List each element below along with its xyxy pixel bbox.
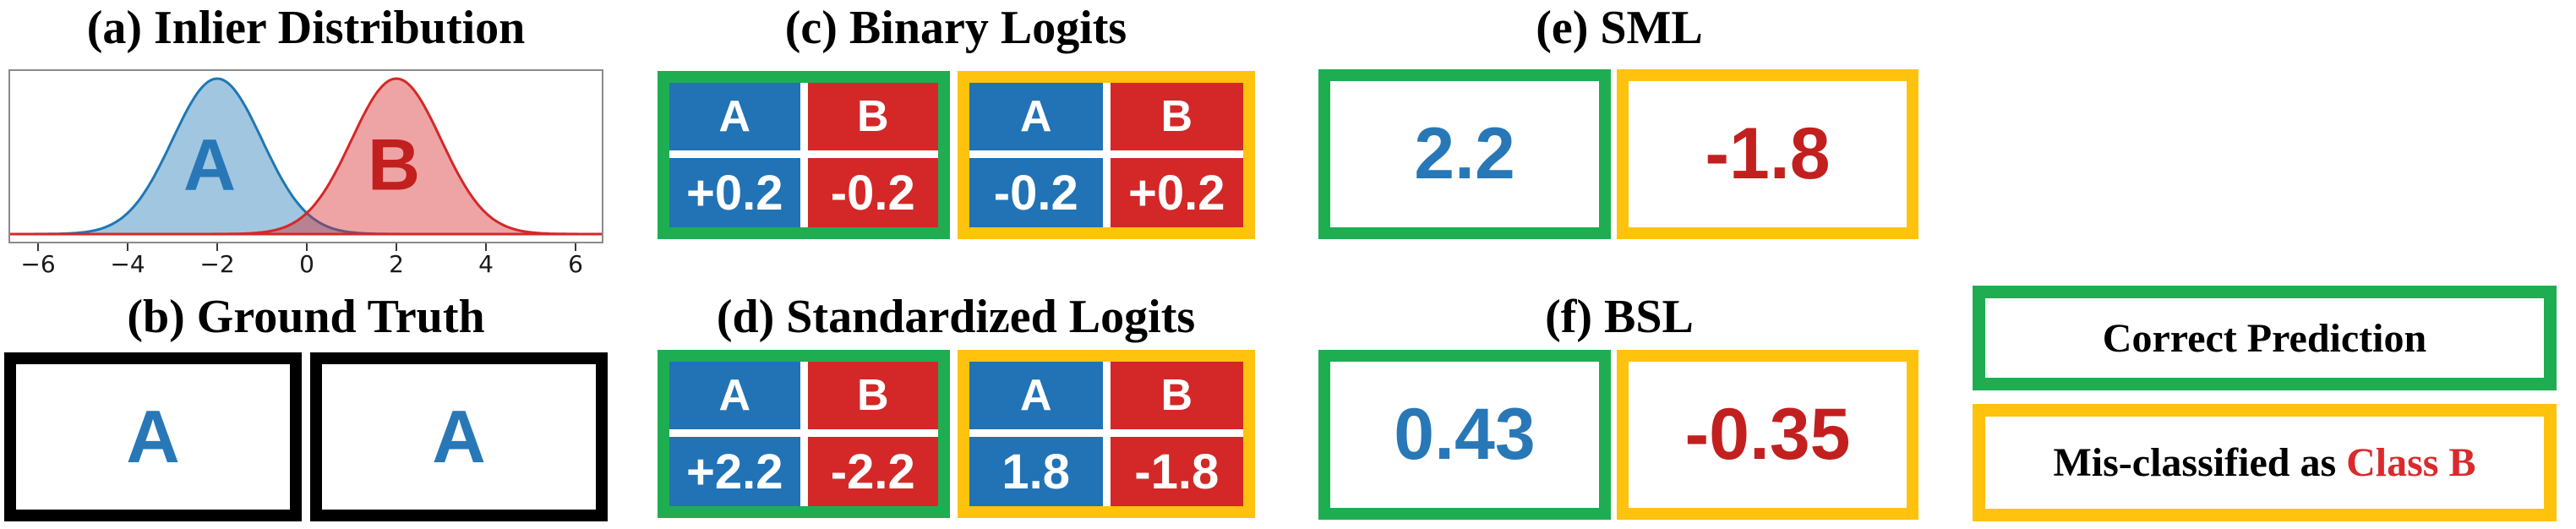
- logit-value-b: -0.2: [807, 158, 938, 227]
- density-curve-B: [10, 77, 602, 236]
- x-tick-label: 0: [299, 250, 314, 278]
- panel-c-title: (c) Binary Logits: [784, 2, 1127, 54]
- x-tick-mark: [575, 243, 576, 251]
- density-curve-A: [10, 77, 602, 236]
- logit-header-a: A: [969, 83, 1103, 150]
- logit-grid: A B 1.8 -1.8: [969, 362, 1243, 506]
- standardized-logits-table-misclassified: A B 1.8 -1.8: [958, 350, 1255, 518]
- panel-a-title: (a) Inlier Distribution: [86, 2, 526, 54]
- logit-value-b: -2.2: [807, 437, 938, 506]
- ground-truth-box-1: A: [4, 352, 302, 521]
- logit-value-a: +0.2: [669, 158, 800, 227]
- panel-e-title: (e) SML: [1536, 2, 1703, 54]
- x-tick-mark: [127, 243, 128, 251]
- x-tick-mark: [37, 243, 39, 251]
- x-tick-mark: [306, 243, 308, 251]
- x-tick-label: −6: [20, 250, 56, 278]
- density-plot-svg: [10, 77, 602, 236]
- x-tick-label: 4: [478, 250, 494, 278]
- ground-truth-box-2: A: [310, 352, 608, 521]
- sml-score-box-misclassified: -1.8: [1617, 69, 1918, 239]
- binary-logits-table-correct: A B +0.2 -0.2: [658, 71, 950, 239]
- logit-header-b: B: [807, 83, 938, 150]
- logit-value-a: 1.8: [969, 437, 1103, 506]
- logit-value-a: +2.2: [669, 437, 800, 506]
- logit-header-a: A: [969, 362, 1103, 429]
- legend-correct-prediction: Correct Prediction: [1973, 286, 2557, 390]
- logit-grid: A B +0.2 -0.2: [669, 83, 938, 227]
- inlier-distribution-plot: A B: [8, 69, 603, 243]
- ground-truth-label-2: A: [432, 395, 486, 478]
- sml-score-correct: 2.2: [1414, 113, 1515, 194]
- bsl-score-misclassified: -0.35: [1684, 394, 1851, 475]
- sml-score-box-correct: 2.2: [1318, 69, 1611, 239]
- x-tick-label: −2: [199, 250, 235, 278]
- logit-grid: A B +2.2 -2.2: [669, 362, 938, 506]
- class-b-curve-label: B: [367, 124, 421, 206]
- ground-truth-label-1: A: [126, 395, 180, 478]
- binary-logits-table-misclassified: A B -0.2 +0.2: [958, 71, 1255, 239]
- logit-header-a: A: [669, 83, 800, 150]
- logit-value-a: -0.2: [969, 158, 1103, 227]
- legend-correct-label: Correct Prediction: [2102, 315, 2427, 361]
- x-axis-ticks: −6 −4 −2 0 2 4 6: [8, 243, 603, 278]
- logit-header-b: B: [807, 362, 938, 429]
- logit-grid: A B -0.2 +0.2: [969, 83, 1243, 227]
- logit-header-b: B: [1110, 83, 1243, 150]
- bsl-score-correct: 0.43: [1394, 394, 1536, 475]
- bsl-score-box-correct: 0.43: [1318, 350, 1611, 520]
- x-tick-label: 2: [389, 250, 404, 278]
- class-a-curve-label: A: [183, 124, 237, 206]
- x-tick-mark: [485, 243, 487, 251]
- x-tick-label: 6: [568, 250, 583, 278]
- x-tick-mark: [396, 243, 397, 251]
- logit-value-b: -1.8: [1110, 437, 1243, 506]
- panel-f-title: (f) BSL: [1545, 291, 1694, 343]
- panel-b-title: (b) Ground Truth: [127, 291, 485, 343]
- panel-d-title: (d) Standardized Logits: [716, 291, 1196, 343]
- logit-header-b: B: [1110, 362, 1243, 429]
- standardized-logits-table-correct: A B +2.2 -2.2: [658, 350, 950, 518]
- legend-misclassified: Mis-classified as Class B: [1973, 404, 2557, 521]
- sml-score-misclassified: -1.8: [1705, 113, 1831, 194]
- logit-header-a: A: [669, 362, 800, 429]
- logit-value-b: +0.2: [1110, 158, 1243, 227]
- legend-misclassified-prefix: Mis-classified as: [2053, 440, 2337, 485]
- bsl-score-box-misclassified: -0.35: [1617, 350, 1918, 520]
- x-tick-mark: [216, 243, 218, 251]
- x-tick-label: −4: [110, 250, 145, 278]
- legend-misclassified-class-b: Class B: [2346, 440, 2476, 485]
